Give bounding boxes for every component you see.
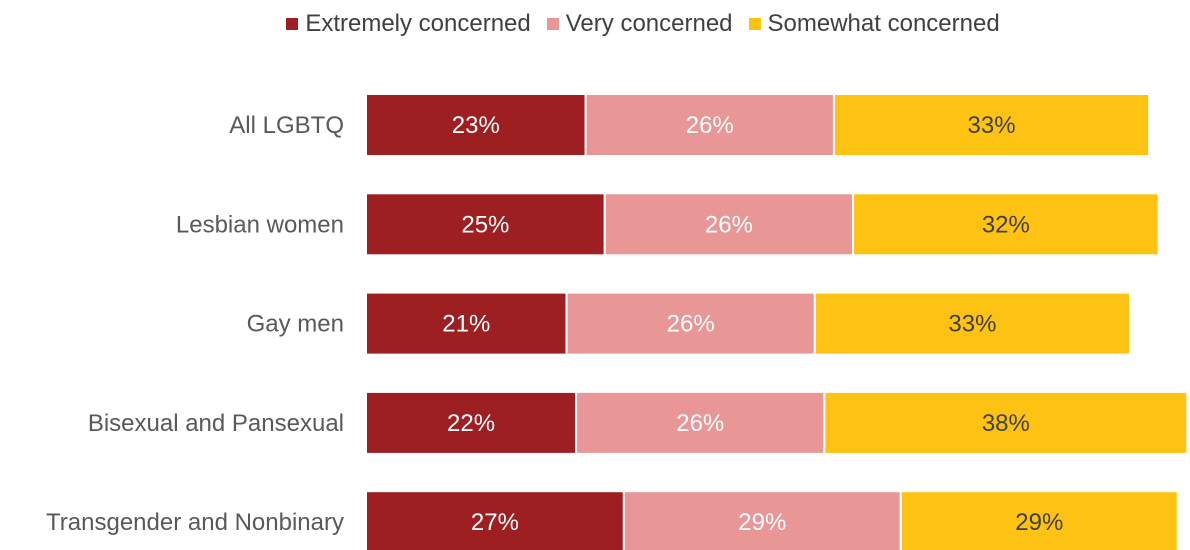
data-label-lesbian-women-very-concerned: 26% [705, 211, 753, 238]
data-label-transgender-and-nonbinary-very-concerned: 29% [738, 509, 786, 536]
bar-all-lgbtq-somewhat-concerned [832, 93, 1151, 157]
bar-bisexual-and-pansexual-somewhat-concerned [823, 390, 1189, 455]
category-label-lesbian-women: Lesbian women [176, 211, 344, 238]
legend-swatch-extremely-concerned [286, 18, 299, 30]
data-label-bisexual-and-pansexual-extremely-concerned: 22% [447, 410, 495, 437]
legend-item-very-concerned: Very concerned [546, 10, 733, 38]
bar-transgender-and-nonbinary-very-concerned [622, 490, 902, 550]
legend-swatch-somewhat-concerned [748, 18, 761, 30]
data-label-transgender-and-nonbinary-extremely-concerned: 27% [471, 509, 519, 536]
bar-transgender-and-nonbinary-extremely-concerned [365, 490, 625, 550]
bar-lesbian-women-somewhat-concerned [852, 192, 1160, 257]
category-label-transgender-and-nonbinary: Transgender and Nonbinary [46, 509, 344, 536]
data-label-gay-men-very-concerned: 26% [667, 311, 715, 338]
legend-label-extremely-concerned: Extremely concerned [305, 10, 531, 37]
data-label-bisexual-and-pansexual-very-concerned: 26% [676, 410, 724, 437]
legend-item-extremely-concerned: Extremely concerned [286, 10, 531, 38]
legend-swatch-very-concerned [546, 18, 559, 30]
legend: Extremely concerned Very concerned Somew… [0, 4, 1190, 44]
data-label-gay-men-somewhat-concerned: 33% [948, 311, 996, 338]
bar-gay-men-somewhat-concerned [813, 291, 1131, 356]
category-label-gay-men: Gay men [247, 311, 344, 338]
bar-gay-men-extremely-concerned [365, 291, 568, 356]
data-label-lesbian-women-extremely-concerned: 25% [461, 211, 509, 238]
data-label-lesbian-women-somewhat-concerned: 32% [982, 211, 1030, 238]
legend-item-somewhat-concerned: Somewhat concerned [748, 10, 1000, 38]
bar-bisexual-and-pansexual-very-concerned [575, 390, 826, 455]
bar-bisexual-and-pansexual-extremely-concerned [365, 390, 578, 455]
category-label-bisexual-and-pansexual: Bisexual and Pansexual [88, 410, 344, 437]
bar-transgender-and-nonbinary-somewhat-concerned [899, 490, 1179, 550]
legend-label-very-concerned: Very concerned [565, 10, 733, 37]
data-label-gay-men-extremely-concerned: 21% [442, 311, 490, 338]
legend-label-somewhat-concerned: Somewhat concerned [767, 10, 1000, 37]
data-label-bisexual-and-pansexual-somewhat-concerned: 38% [982, 410, 1030, 437]
data-label-transgender-and-nonbinary-somewhat-concerned: 29% [1015, 509, 1063, 536]
category-label-all-lgbtq: All LGBTQ [229, 112, 344, 139]
bar-gay-men-very-concerned [565, 291, 816, 356]
data-label-all-lgbtq-very-concerned: 26% [686, 112, 734, 139]
data-label-all-lgbtq-somewhat-concerned: 33% [968, 112, 1016, 139]
data-label-all-lgbtq-extremely-concerned: 23% [452, 112, 500, 139]
